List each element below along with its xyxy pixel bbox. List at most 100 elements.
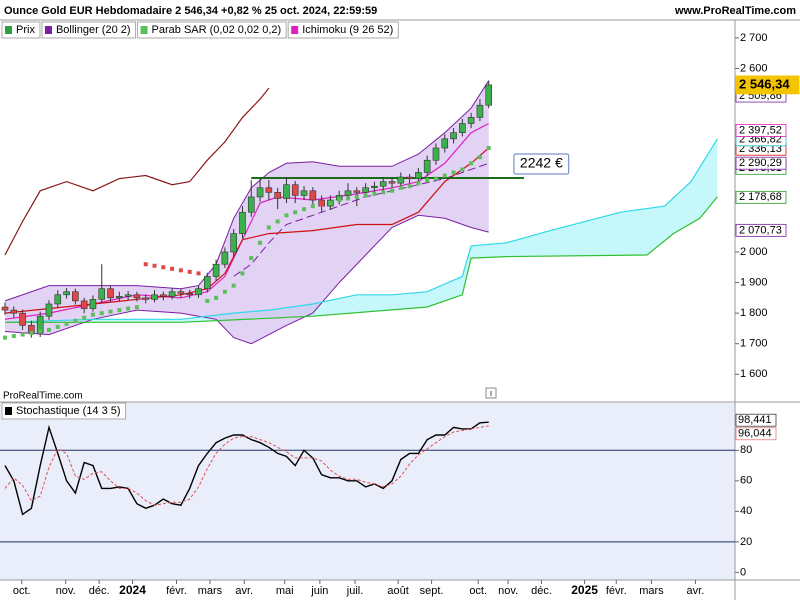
candle-body: [450, 132, 457, 140]
x-tick-label: févr.: [166, 585, 187, 597]
sar-dot: [90, 312, 95, 317]
candle-body: [371, 185, 378, 189]
candle-body: [397, 176, 405, 184]
candle-body: [195, 288, 202, 296]
x-tick-label: mars: [639, 585, 664, 597]
candle-body: [133, 294, 141, 299]
sar-dot: [486, 146, 491, 150]
candle-body: [124, 294, 132, 297]
ichimoku-line: [4, 138, 718, 323]
sar-dot: [284, 213, 289, 218]
candle-body: [309, 190, 317, 201]
x-tick-label: sept.: [420, 585, 444, 597]
candle-body: [212, 263, 220, 277]
sar-dot: [108, 309, 113, 314]
candle-body: [10, 309, 18, 314]
y-tick-label: 2 700: [740, 32, 768, 44]
sar-dot: [46, 327, 51, 332]
candle-body: [476, 104, 484, 118]
sar-dot: [29, 331, 34, 336]
ichimoku-line: [4, 87, 270, 256]
price-label: 2 290,29: [739, 157, 782, 169]
sar-dot: [73, 318, 78, 323]
sar-dot: [55, 324, 60, 329]
x-tick-label: 2025: [571, 583, 598, 597]
sar-dot: [117, 308, 122, 313]
legend-label: Stochastique (14 3 5): [16, 405, 121, 417]
sar-dot: [20, 332, 25, 337]
price-label: 2 070,73: [739, 224, 782, 236]
sar-dot: [293, 210, 298, 215]
value-label-box: [735, 413, 777, 427]
candle-body: [19, 312, 26, 326]
x-tick-label: 2024: [119, 583, 146, 597]
sar-dot: [275, 219, 280, 224]
sar-dot: [477, 155, 482, 160]
candle-body: [459, 123, 466, 134]
x-tick-label: oct.: [13, 585, 31, 597]
candle-body: [388, 181, 396, 184]
candle-body: [441, 138, 449, 149]
price-label-box: [735, 223, 787, 237]
level-label: 2242 €: [520, 155, 563, 171]
candle-body: [89, 299, 97, 309]
legend-swatch: [44, 26, 52, 34]
y-tick-label: 1 600: [740, 368, 768, 380]
level-label-box: [513, 153, 570, 175]
value-label: 98,441: [738, 414, 772, 426]
sar-dot: [319, 202, 324, 207]
ichimoku-cloud: [5, 138, 718, 323]
sar-dot: [99, 311, 104, 316]
sar-dot: [407, 184, 412, 189]
candle-body: [151, 294, 158, 300]
sar-dot: [433, 176, 438, 181]
x-tick-label: oct.: [469, 585, 487, 597]
bollinger-upper: [4, 80, 490, 302]
price-label: 2 397,52: [739, 124, 782, 136]
candle-body: [415, 172, 422, 179]
sar-dot: [64, 321, 69, 326]
x-tick-label: déc.: [531, 585, 552, 597]
candle-body: [353, 190, 361, 193]
sar-dot: [231, 283, 236, 288]
y-tick-label: 1 700: [740, 338, 768, 350]
candle-body: [98, 288, 106, 300]
x-tick-label: mars: [198, 585, 223, 597]
candle-body: [72, 291, 79, 302]
sar-dot: [451, 170, 456, 175]
sar-dot: [425, 178, 430, 183]
y-tick-label: 2 000: [740, 246, 768, 258]
candle-body: [54, 294, 62, 305]
sar-dot: [363, 193, 368, 198]
sar-dot: [240, 271, 245, 276]
sar-dot: [3, 335, 7, 340]
candle-body: [256, 187, 264, 198]
legend-box: [1, 402, 127, 420]
sar-dot: [328, 201, 333, 206]
sar-dot: [178, 268, 183, 273]
candle-body: [379, 181, 387, 187]
sar-dot: [187, 269, 192, 274]
y-tick-label: 2 600: [740, 62, 768, 74]
x-tick-label: févr.: [606, 585, 627, 597]
sar-dot: [310, 204, 315, 209]
candle-body: [221, 251, 229, 265]
candle-body: [423, 159, 431, 173]
sar-dot: [134, 305, 139, 310]
candle-body: [63, 291, 70, 296]
header-site: www.ProRealTime.com: [674, 5, 796, 17]
y-tick-label: 1 900: [740, 276, 768, 288]
sar-dot: [372, 191, 377, 196]
legend-label: Parab SAR (0,02 0,02 0,2): [152, 24, 282, 36]
sar-dot: [442, 173, 447, 178]
y-tick-label: 80: [740, 444, 752, 456]
candle-body: [485, 84, 493, 106]
sar-dot: [170, 266, 175, 271]
sar-dot: [152, 263, 157, 268]
sar-dot: [214, 295, 219, 300]
legend-swatch: [5, 407, 12, 415]
sar-dot: [469, 161, 474, 166]
y-tick-label: 40: [740, 505, 752, 517]
y-tick-label: 1 800: [740, 307, 768, 319]
